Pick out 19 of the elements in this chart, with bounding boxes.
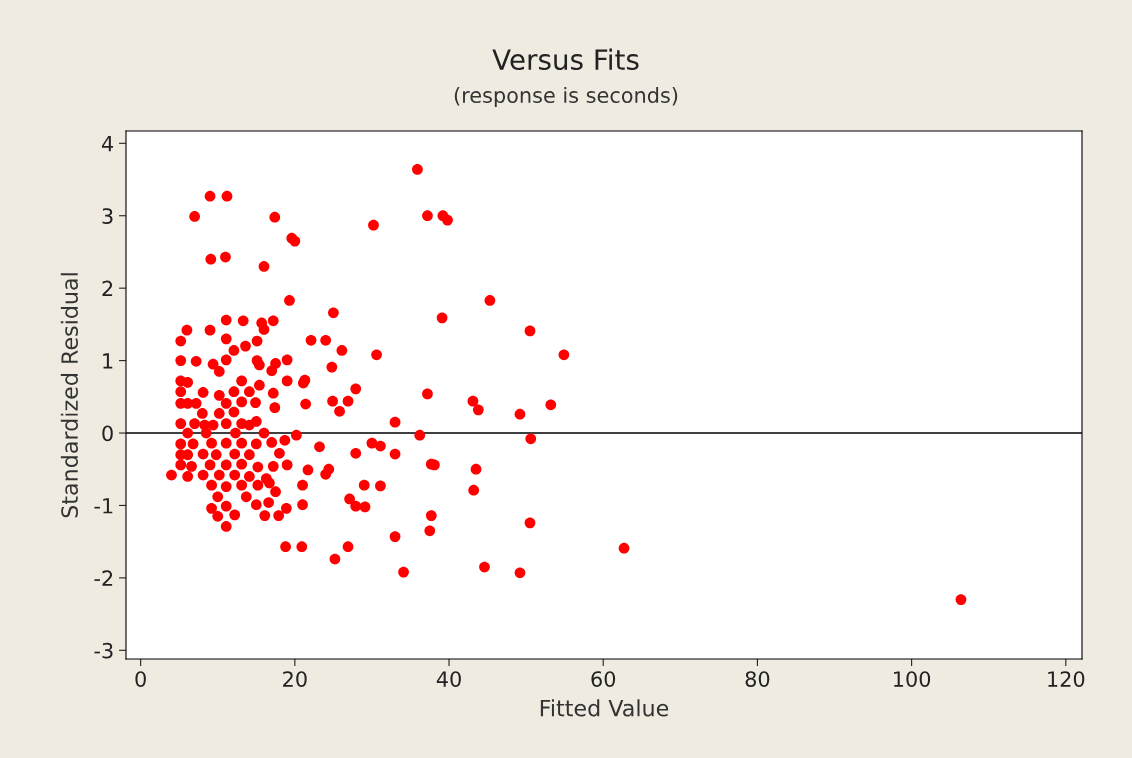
y-tick-label: -3 bbox=[94, 642, 113, 659]
x-tick-label: 80 bbox=[745, 671, 770, 687]
y-tick-label: 1 bbox=[103, 353, 113, 369]
x-axis-title: Fitted Value bbox=[540, 699, 669, 717]
y-axis-title: Standardized Residual bbox=[60, 273, 79, 518]
y-tick-label: -1 bbox=[94, 498, 113, 514]
y-tick-label: 0 bbox=[102, 425, 113, 442]
chart-subtitle: (response is seconds) bbox=[454, 86, 678, 108]
y-tick-label: 4 bbox=[101, 136, 114, 152]
x-tick-label: 120 bbox=[1048, 671, 1085, 687]
x-tick-label: 40 bbox=[436, 671, 461, 687]
x-tick-label: 60 bbox=[591, 671, 616, 687]
x-tick-label: 20 bbox=[283, 671, 307, 687]
x-tick-label: 100 bbox=[894, 671, 931, 687]
y-tick-label: -2 bbox=[94, 570, 113, 586]
y-tick-label: 3 bbox=[102, 208, 113, 224]
chart-title: Versus Fits bbox=[492, 48, 639, 71]
x-tick-label: 0 bbox=[135, 671, 146, 687]
y-tick-label: 2 bbox=[102, 280, 113, 297]
